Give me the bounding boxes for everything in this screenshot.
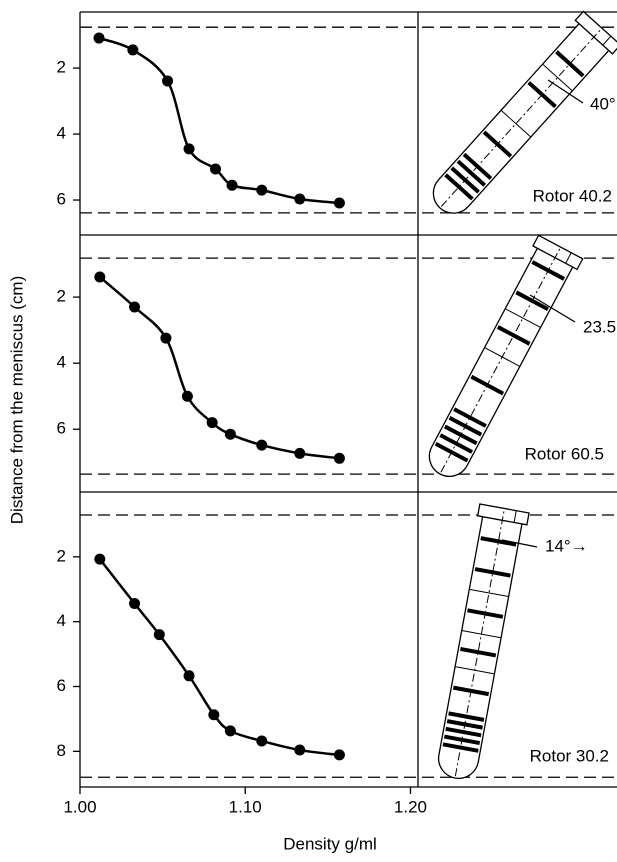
tube-cap-line [602,35,612,46]
angle-pointer [547,79,584,104]
band [527,81,557,109]
band [484,347,521,367]
band [500,109,532,138]
rotor-tube [437,503,530,779]
band [443,734,481,746]
tube-axis [440,27,603,207]
tube-axis [454,508,505,777]
data-point [129,301,141,313]
y-tick-label: 6 [57,190,66,209]
band [555,50,585,78]
y-tick-label: 2 [57,546,66,565]
rotor-label: Rotor 60.5 [525,444,604,463]
band [452,685,490,697]
y-tick-label: 4 [57,611,66,630]
rotor-label: Rotor 30.2 [530,746,609,765]
data-point [224,725,236,737]
band [446,719,483,730]
data-point [294,447,306,459]
band [505,308,541,328]
curve [98,36,340,205]
band [470,374,505,396]
band [482,130,513,158]
band [439,433,474,454]
y-tick-label: 6 [57,676,66,695]
band [469,588,509,598]
x-tick-label: 1.20 [394,797,427,816]
data-point [206,417,218,429]
data-point [183,143,195,155]
band [515,290,549,311]
rotor-label: Rotor 40.2 [533,186,612,205]
band [444,173,474,201]
band [480,536,517,547]
band [542,63,573,92]
y-tick-label: 4 [57,124,66,143]
tube-cap-line [565,252,572,264]
data-point [256,184,268,196]
x-tick-label: 1.10 [229,797,262,816]
data-point [333,197,345,209]
angle-label: 23.5°→ [583,317,617,336]
band [460,646,497,658]
y-tick-label: 6 [57,419,66,438]
angle-pointer [501,539,538,548]
y-tick-label: 2 [57,287,66,306]
data-point [127,44,139,56]
data-point [93,32,105,44]
band [467,608,504,619]
data-point [209,163,221,175]
band [450,166,480,194]
band [474,567,511,578]
y-axis-label: Distance from the meniscus (cm) [7,276,26,524]
rotor-tube [428,234,584,477]
data-point [208,709,220,721]
data-point [224,428,236,440]
x-axis-label: Density g/ml [283,834,377,853]
band [496,325,531,346]
angle-pointer [529,294,576,323]
data-point [94,271,106,283]
band [445,726,482,738]
data-point [160,332,172,344]
data-point [256,735,268,747]
data-point [294,193,306,205]
y-tick-label: 4 [57,353,66,372]
band [462,152,493,180]
band [455,666,495,675]
data-point [256,439,268,451]
data-point [333,749,345,761]
band [448,416,483,437]
tube-body [437,516,523,779]
band [434,441,469,463]
data-point [129,598,141,610]
band [461,630,502,639]
data-point [153,629,165,641]
angle-label: 14°→ [545,536,588,555]
x-tick-label: 1.00 [63,797,96,816]
data-point [294,744,306,756]
data-point [94,553,106,565]
data-point [226,179,238,191]
band [456,159,487,187]
band [448,711,485,722]
band [442,742,479,753]
tube-cap-line [513,510,517,523]
tube-axis [440,246,562,473]
data-point [181,390,193,402]
band [443,424,478,446]
curve [98,558,340,757]
data-point [183,670,195,682]
rotor-tube [432,10,617,214]
band [453,407,487,428]
y-tick-label: 8 [57,741,66,760]
angle-label: 40°→ [590,94,617,113]
data-point [333,452,345,464]
y-tick-label: 2 [57,58,66,77]
band [531,260,566,281]
data-point [162,75,174,87]
